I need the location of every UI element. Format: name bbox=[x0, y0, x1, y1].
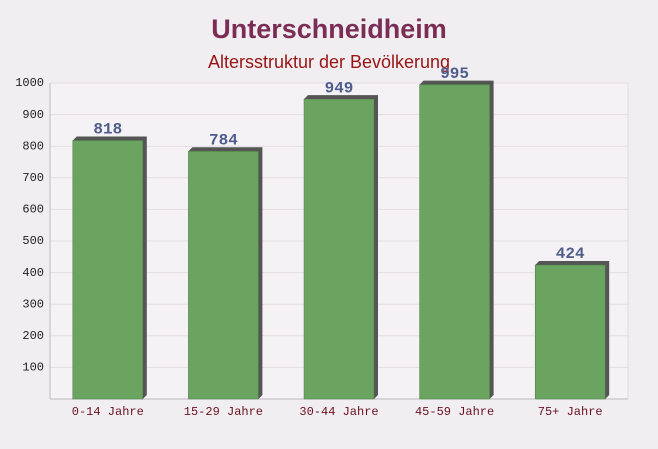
y-tick-label: 900 bbox=[22, 108, 44, 122]
value-label: 818 bbox=[93, 121, 122, 139]
y-tick-label: 400 bbox=[22, 266, 44, 280]
x-tick-label: 0-14 Jahre bbox=[72, 405, 144, 419]
bar bbox=[72, 140, 144, 400]
value-label: 995 bbox=[440, 65, 469, 83]
bar bbox=[188, 151, 259, 400]
y-tick-label: 1000 bbox=[15, 76, 44, 90]
x-tick-label: 75+ Jahre bbox=[538, 405, 603, 419]
y-tick-label: 300 bbox=[22, 297, 44, 311]
bar bbox=[534, 264, 606, 400]
chart-subtitle: Altersstruktur der Bevölkerung bbox=[208, 52, 450, 72]
y-tick-label: 200 bbox=[22, 329, 44, 343]
y-tick-label: 100 bbox=[22, 361, 44, 375]
y-tick-label: 800 bbox=[22, 139, 44, 153]
y-tick-label: 500 bbox=[22, 234, 44, 248]
value-label: 784 bbox=[209, 131, 238, 149]
value-label: 949 bbox=[325, 79, 354, 97]
value-label: 424 bbox=[556, 245, 585, 263]
x-tick-label: 45-59 Jahre bbox=[415, 405, 494, 419]
x-tick-label: 30-44 Jahre bbox=[299, 405, 378, 419]
bar bbox=[419, 84, 490, 400]
bar bbox=[303, 98, 375, 400]
y-tick-label: 700 bbox=[22, 171, 44, 185]
x-tick-label: 15-29 Jahre bbox=[184, 405, 263, 419]
y-tick-label: 600 bbox=[22, 203, 44, 217]
chart-title: Unterschneidheim bbox=[211, 14, 447, 44]
